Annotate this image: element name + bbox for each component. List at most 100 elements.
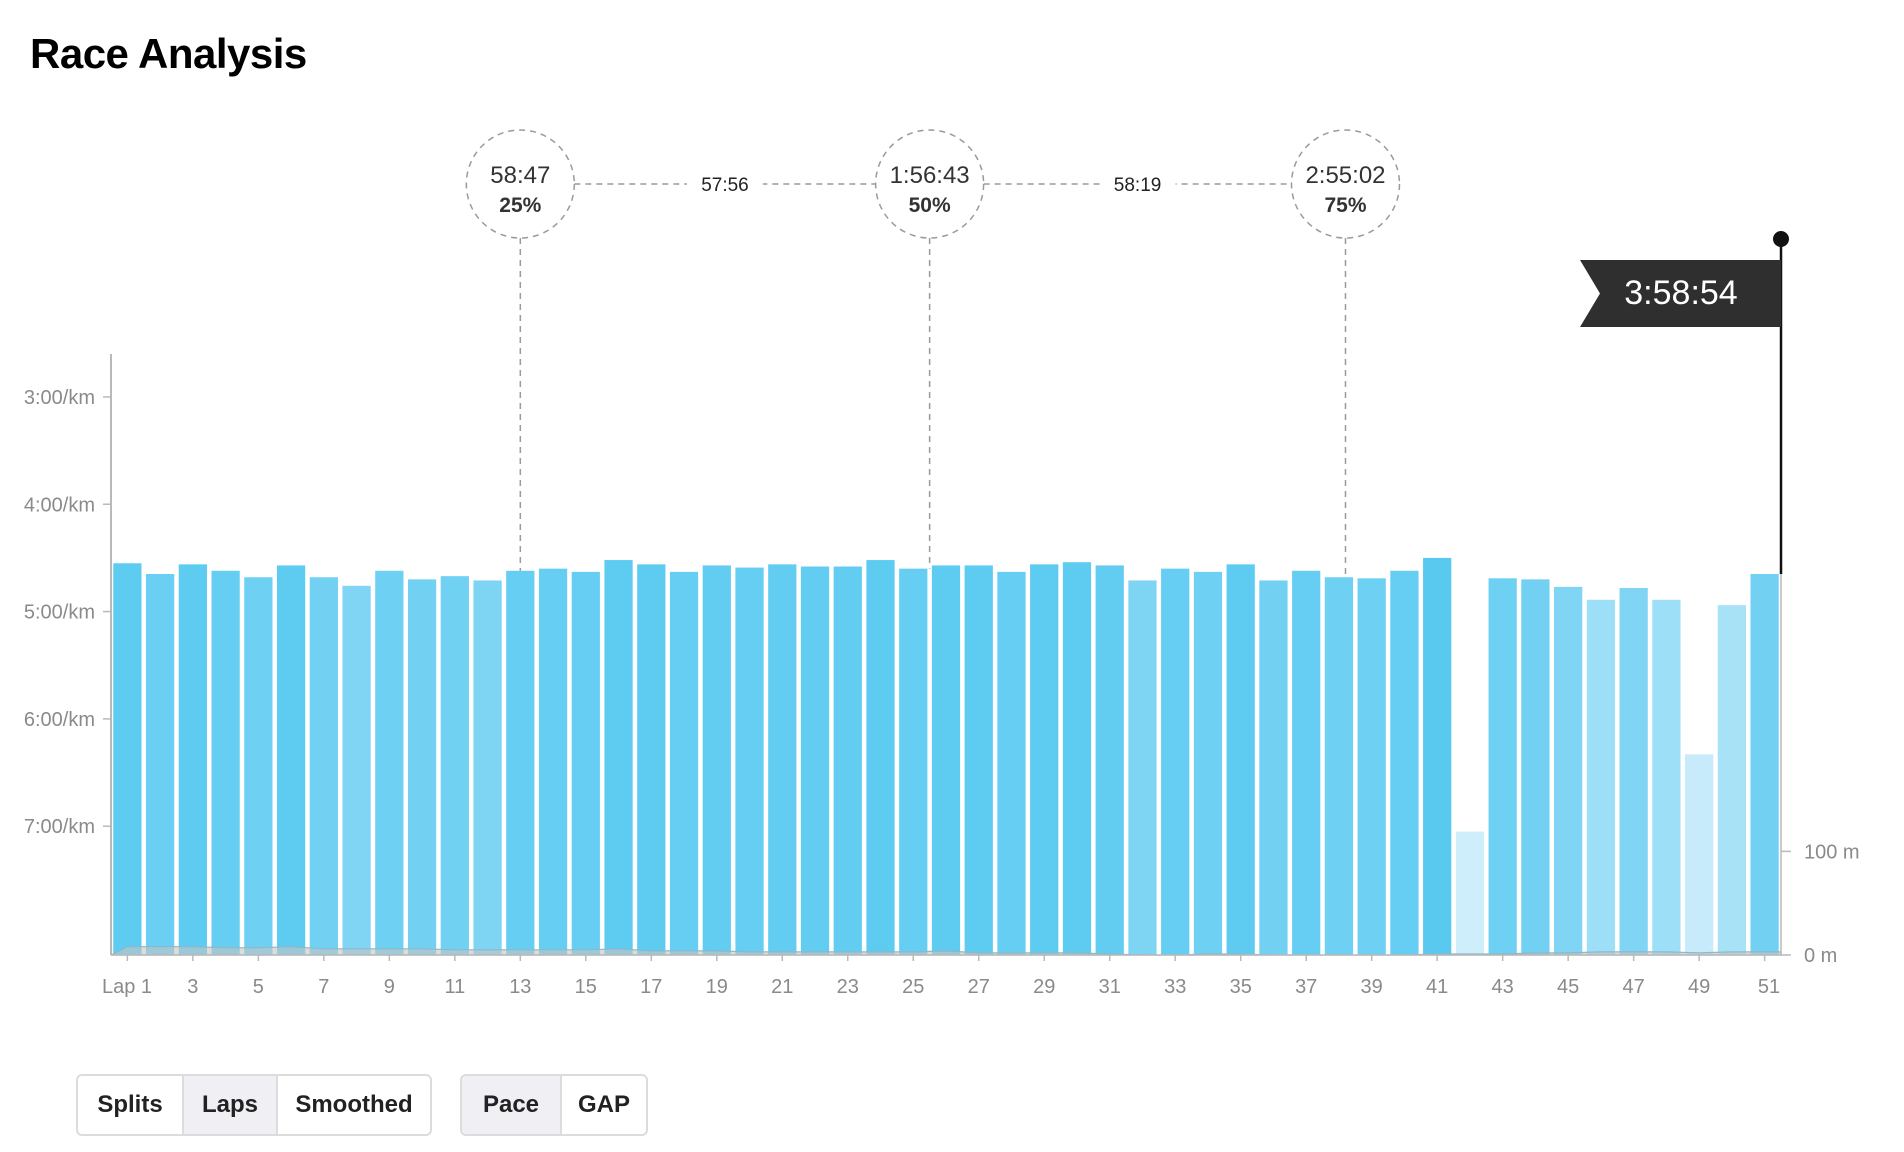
lap-bar (309, 577, 338, 955)
lap-tick-label: 27 (968, 976, 990, 998)
lap-bar (800, 566, 830, 955)
lap-bar (1161, 568, 1190, 955)
lap-bar (145, 574, 175, 955)
segment-time-label: 57:56 (701, 175, 749, 196)
lap-bar (866, 560, 895, 955)
milestone-percent: 75% (1324, 194, 1366, 217)
lap-axis: Lap 1 3 5 7 9 11 13 15 17 19 21 23 25 27 29 31 33 35 37 39 4… (102, 954, 1781, 998)
lap-bar (538, 568, 568, 955)
elevation-tick-label: 100 m (1804, 841, 1860, 863)
lap-tick-label: 33 (1164, 976, 1186, 998)
lap-tick-label: 39 (1361, 976, 1383, 998)
lap-tick-label: 37 (1295, 976, 1317, 998)
lap-tick-label: 15 (575, 976, 597, 998)
laps-button[interactable]: Laps (182, 1076, 276, 1134)
lap-bar (113, 563, 142, 955)
lap-bar (669, 571, 699, 955)
lap-bar (276, 565, 306, 955)
pace-tick-label: 3:00/km (24, 387, 95, 409)
lap-tick-label: 45 (1557, 976, 1579, 998)
lap-bar (1193, 571, 1223, 955)
lap-bar (931, 565, 961, 955)
smoothed-button[interactable]: Smoothed (276, 1076, 430, 1134)
lap-bar (342, 585, 371, 955)
lap-tick-label: 7 (318, 976, 329, 998)
lap-bar (637, 564, 666, 955)
lap-bar (1062, 562, 1092, 955)
finish-pole-top (1773, 231, 1789, 247)
lap-tick-label: 49 (1688, 976, 1710, 998)
lap-tick-label: 3 (187, 976, 198, 998)
lap-tick-label: 43 (1492, 976, 1514, 998)
lap-tick-label: 9 (384, 976, 395, 998)
lap-tick-label: 31 (1099, 976, 1121, 998)
lap-tick-label: 23 (837, 976, 859, 998)
race-chart: 3:00/km 4:00/km 5:00/km 6:00/km 7:00/km Lap … (24, 129, 1860, 998)
gap-button[interactable]: GAP (560, 1076, 646, 1134)
lap-tick-label: 19 (706, 976, 728, 998)
elevation-profile (110, 946, 1782, 956)
bars (113, 557, 1779, 955)
pace-tick-label: 5:00/km (24, 602, 95, 624)
lap-bar (473, 580, 502, 955)
lap-tick-label: 29 (1033, 976, 1055, 998)
lap-bar (702, 565, 731, 955)
milestone-percent: 50% (909, 194, 951, 217)
lap-tick-label: 25 (902, 976, 924, 998)
milestone-circle (1290, 129, 1401, 239)
milestone-percent: 25% (499, 194, 541, 217)
pace-tick-label: 6:00/km (24, 709, 95, 731)
lap-bar (211, 570, 240, 955)
lap-bar (1521, 579, 1550, 955)
finish-time: 3:58:54 (1624, 274, 1737, 312)
segment-label-bg (686, 170, 763, 198)
lap-bar (1357, 578, 1386, 955)
lap-bar (1455, 831, 1485, 955)
pace-button[interactable]: Pace (462, 1076, 560, 1134)
view-toggle-group: Splits Laps Smoothed (76, 1074, 432, 1136)
lap-bar (440, 576, 469, 955)
lap-bar (1128, 580, 1157, 955)
lap-bar (1030, 564, 1059, 955)
elevation-axis: 100 m 0 m (1780, 570, 1860, 967)
lap-tick-label: 47 (1623, 976, 1645, 998)
lap-bar (506, 570, 535, 955)
lap-bar (1619, 587, 1648, 955)
lap-bar (899, 568, 928, 955)
lap-bar (997, 571, 1026, 955)
lap-bar (1685, 754, 1714, 955)
lap-tick-label: 11 (444, 976, 465, 998)
splits-button[interactable]: Splits (97, 1091, 163, 1118)
milestone-time: 58:47 (490, 162, 550, 189)
lap-bar (571, 571, 600, 955)
pace-tick-label: 7:00/km (24, 816, 95, 838)
finish-flag-shape (1580, 260, 1781, 327)
segment-time-label: 58:19 (1114, 175, 1162, 196)
lap-bar (735, 567, 764, 955)
segment-label-bg (1099, 170, 1176, 198)
lap-bar (1554, 586, 1583, 955)
lap-bar (833, 566, 862, 955)
lap-tick-label: 5 (253, 976, 264, 998)
milestone-circle (874, 129, 985, 239)
milestone-time: 2:55:02 (1305, 162, 1385, 189)
lap-bar (407, 579, 437, 955)
page-title: Race Analysis (30, 30, 307, 77)
elevation-area (110, 946, 1782, 956)
lap-bar (964, 565, 993, 955)
lap-bar (1259, 580, 1288, 955)
lap-tick-label: 21 (771, 976, 793, 998)
lap-tick-label: 13 (509, 976, 531, 998)
lap-bar (1423, 557, 1452, 955)
lap-bar (1390, 570, 1419, 955)
lap-bar (604, 560, 633, 955)
pace-tick-label: 4:00/km (24, 494, 95, 516)
lap-bar (1095, 565, 1124, 955)
lap-tick-label: 17 (640, 976, 662, 998)
metric-toggle-group: Pace GAP (460, 1074, 648, 1136)
finish-flag: 3:58:54 (1580, 231, 1789, 575)
lap-bar (1324, 577, 1354, 955)
lap-bar (178, 564, 207, 955)
lap-bar (1717, 605, 1747, 955)
milestone-circle (465, 129, 576, 239)
